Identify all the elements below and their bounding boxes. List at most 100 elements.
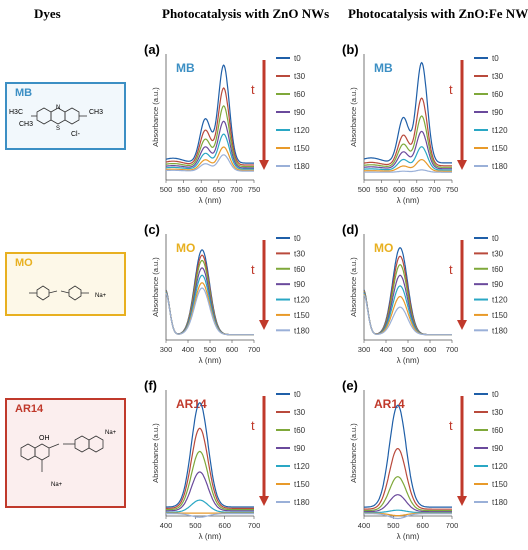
dye-label: MO xyxy=(374,241,393,255)
series-line-t30 xyxy=(166,427,254,509)
time-arrow-head xyxy=(259,496,269,506)
series-line-t0 xyxy=(363,61,452,164)
y-axis-label: Absorbance (a.u.) xyxy=(349,257,358,317)
legend-label-t30: t30 xyxy=(294,249,306,258)
time-arrow-head xyxy=(259,320,269,330)
x-tick-label: 500 xyxy=(160,185,173,194)
legend-label-t0: t0 xyxy=(294,54,301,63)
x-tick-label: 650 xyxy=(213,185,226,194)
time-arrow-label: t xyxy=(449,418,453,433)
time-arrow-label: t xyxy=(449,82,453,97)
legend-label-t0: t0 xyxy=(294,390,301,399)
y-axis-label: Absorbance (a.u.) xyxy=(151,87,160,147)
x-tick-label: 700 xyxy=(248,521,261,530)
x-tick-label: 700 xyxy=(446,345,459,354)
series-line-t60 xyxy=(165,105,254,168)
time-arrow-head xyxy=(457,320,467,330)
chart-panel-d: (d) 300 400 500 600 700 λ (nm) Absorbance (a.u.… xyxy=(342,222,508,365)
panel-label: (a) xyxy=(144,42,160,57)
x-tick-label: 550 xyxy=(177,185,190,194)
legend-label-t30: t30 xyxy=(294,72,306,81)
mb-structure-diagram: N S H3C CH3 CH3 Cl- xyxy=(9,105,103,138)
x-tick-label: 400 xyxy=(380,345,393,354)
chart-panel-f: (f) 400 500 600 700 λ (nm) Absorbance (a.u.) AR… xyxy=(144,378,310,541)
mb-ch3-right: CH3 xyxy=(89,109,103,116)
x-tick-label: 700 xyxy=(248,345,261,354)
x-tick-label: 550 xyxy=(375,185,388,194)
x-axis-label: λ (nm) xyxy=(397,532,420,541)
legend-label-t180: t180 xyxy=(294,162,310,171)
x-tick-label: 650 xyxy=(411,185,424,194)
mb-h3c: H3C xyxy=(9,109,23,116)
legend-label-t30: t30 xyxy=(294,408,306,417)
y-axis-label: Absorbance (a.u.) xyxy=(349,423,358,483)
time-arrow-label: t xyxy=(449,262,453,277)
dye-card-ar14: AR14 OH Na+ Na+ xyxy=(5,398,126,508)
legend-label-t150: t150 xyxy=(492,311,508,320)
series-line-t0 xyxy=(364,404,452,508)
legend-label-t90: t90 xyxy=(294,280,306,289)
mb-ch3-left: CH3 xyxy=(19,121,33,128)
x-axis-label: λ (nm) xyxy=(199,532,222,541)
legend-label-t60: t60 xyxy=(492,426,504,435)
mb-n-atom: N xyxy=(56,105,60,111)
ar14-sodium-1: Na+ xyxy=(105,430,117,436)
y-axis-label: Absorbance (a.u.) xyxy=(349,87,358,147)
mb-s-atom: S xyxy=(56,126,60,132)
x-tick-label: 600 xyxy=(416,521,429,530)
legend-label-t120: t120 xyxy=(294,296,310,305)
legend-label-t150: t150 xyxy=(492,144,508,153)
series-line-t120 xyxy=(165,133,254,170)
legend-label-t0: t0 xyxy=(492,54,499,63)
dye-label: MB xyxy=(374,61,393,75)
mo-sodium: Na+ xyxy=(95,293,107,299)
chart-panel-b: (b) 500 550 600 650 700 750 λ (nm) Absorbance (a… xyxy=(342,42,508,205)
legend-label-t120: t120 xyxy=(492,296,508,305)
legend-label-t0: t0 xyxy=(492,234,499,243)
x-tick-label: 500 xyxy=(387,521,400,530)
header-znofe: Photocatalysis with ZnO:Fe NWs xyxy=(348,6,528,21)
x-tick-label: 500 xyxy=(204,345,217,354)
legend-label-t60: t60 xyxy=(492,265,504,274)
y-axis-label: Absorbance (a.u.) xyxy=(151,423,160,483)
x-tick-label: 400 xyxy=(358,521,371,530)
dye-label-mo: MO xyxy=(15,257,33,269)
legend-label-t120: t120 xyxy=(492,126,508,135)
series-line-t90 xyxy=(166,471,254,512)
legend-label-t150: t150 xyxy=(492,480,508,489)
x-tick-label: 400 xyxy=(160,521,173,530)
series-line-t30 xyxy=(165,87,254,166)
x-axis-label: λ (nm) xyxy=(199,356,222,365)
series-line-t60 xyxy=(166,450,254,511)
x-tick-label: 600 xyxy=(393,185,406,194)
series-line-t0 xyxy=(166,402,254,508)
x-tick-label: 600 xyxy=(195,185,208,194)
series-line-t120 xyxy=(364,509,452,514)
series-line-t90 xyxy=(363,130,452,170)
x-tick-label: 750 xyxy=(446,185,459,194)
legend-label-t60: t60 xyxy=(294,90,306,99)
series-line-t180 xyxy=(364,513,452,520)
dye-card-mo: MO Na+ xyxy=(5,252,126,316)
legend-label-t180: t180 xyxy=(492,498,508,507)
legend-label-t60: t60 xyxy=(294,265,306,274)
legend-label-t150: t150 xyxy=(294,144,310,153)
dye-label: AR14 xyxy=(374,397,405,411)
panel-label: (c) xyxy=(144,222,160,237)
time-arrow-label: t xyxy=(251,82,255,97)
series-line-t180 xyxy=(363,294,452,336)
time-arrow-head xyxy=(259,160,269,170)
series-line-t120 xyxy=(166,499,254,513)
legend-label-t90: t90 xyxy=(294,444,306,453)
series-line-t180 xyxy=(364,169,452,173)
legend-label-t180: t180 xyxy=(294,498,310,507)
panel-label: (e) xyxy=(342,378,358,393)
mb-chloride: Cl- xyxy=(71,131,81,138)
dye-label: MB xyxy=(176,61,195,75)
series-line-t30 xyxy=(364,448,452,510)
legend-label-t30: t30 xyxy=(492,408,504,417)
series-line-t90 xyxy=(166,120,254,169)
series-line-t0 xyxy=(165,64,254,164)
x-tick-label: 500 xyxy=(358,185,371,194)
x-tick-label: 300 xyxy=(358,345,371,354)
